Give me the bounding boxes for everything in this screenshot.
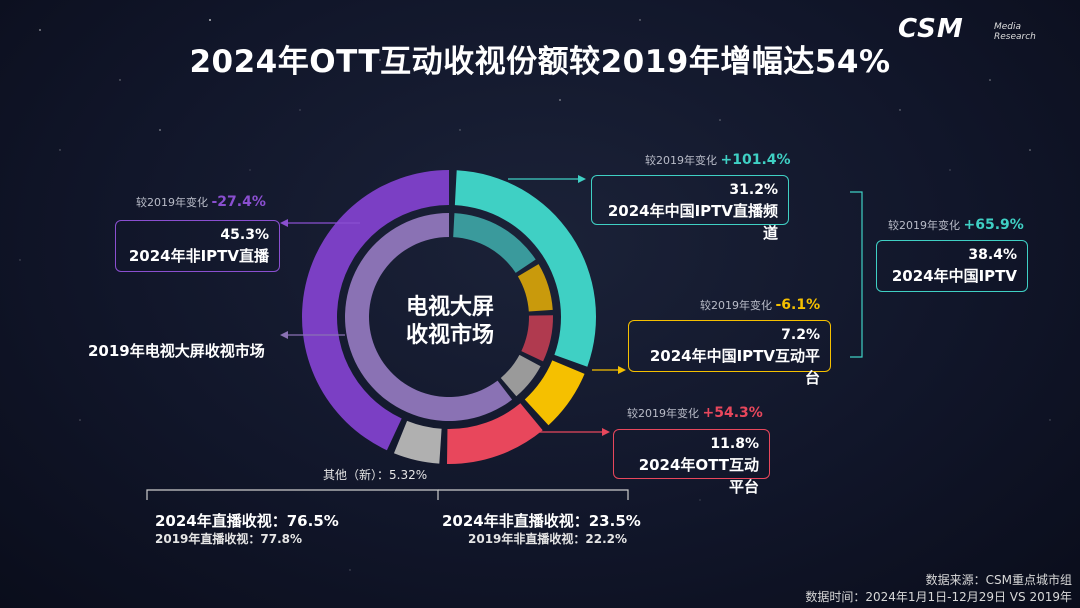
page-title: 2024年OTT互动收视份额较2019年增幅达54% <box>189 44 891 80</box>
iptv-inter-name: 2024年中国IPTV互动平台 <box>649 347 820 387</box>
inner-ring-2019 <box>345 213 554 422</box>
outer-segment-4 <box>301 170 449 451</box>
footer-source: 数据来源：CSM重点城市组 <box>925 573 1072 587</box>
label-box-ott: 11.8% 2024年OTT互动平台 <box>613 429 770 496</box>
outer-segment-1 <box>524 360 585 426</box>
connector-lines <box>146 175 863 500</box>
change-iptv-total: 较2019年变化 +65.9% <box>888 217 1024 233</box>
inner-segment-4 <box>345 213 513 422</box>
iptv-live-name: 2024年中国IPTV直播频道 <box>607 202 778 242</box>
iptv-bracket <box>850 191 863 358</box>
inner-segment-1 <box>517 264 553 312</box>
outer-ring-2024 <box>301 170 596 464</box>
change-ott-value: +54.3% <box>702 405 763 421</box>
change-non-iptv-value: -27.4% <box>211 194 266 210</box>
label-box-non-iptv: 45.3% 2024年非IPTV直播 <box>115 220 280 272</box>
change-iptv-inter-value: -6.1% <box>775 297 821 313</box>
change-iptv-live: 较2019年变化 +101.4% <box>645 152 791 168</box>
donut-center-label: 电视大屏 收视市场 <box>390 294 510 350</box>
csm-logo: CSM Media Research <box>898 14 1038 50</box>
summary-nonlive-2019: 2019年非直播收视：22.2% <box>468 532 628 546</box>
ott-name: 2024年OTT互动平台 <box>638 456 759 496</box>
logo-brand: CSM <box>898 14 964 44</box>
label-tv-market: 2019年电视大屏收视市场 <box>88 342 265 360</box>
change-iptv-total-value: +65.9% <box>963 217 1024 233</box>
inner-segment-3 <box>500 354 541 397</box>
logo-line1: Media <box>994 22 1022 32</box>
center-line2: 收视市场 <box>405 323 494 348</box>
change-iptv-live-value: +101.4% <box>720 152 791 168</box>
outer-segment-3 <box>393 420 442 464</box>
iptv-live-pct: 31.2% <box>729 182 778 198</box>
center-line1: 电视大屏 <box>405 295 494 320</box>
label-other-new: 其他（新）：5.32% <box>323 468 428 482</box>
iptv-total-pct: 38.4% <box>968 247 1017 263</box>
outer-segment-2 <box>446 403 543 464</box>
live-bracket <box>146 489 439 500</box>
summary-live-2024: 2024年直播收视：76.5% <box>155 512 339 530</box>
non-iptv-name: 2024年非IPTV直播 <box>128 247 269 265</box>
footer-period: 数据时间：2024年1月1日-12月29日 VS 2019年 <box>805 590 1072 604</box>
non-iptv-pct: 45.3% <box>220 227 269 243</box>
change-ott: 较2019年变化 +54.3% <box>627 405 763 421</box>
outer-segment-0 <box>454 170 596 367</box>
nonlive-bracket <box>438 489 629 500</box>
ott-pct: 11.8% <box>710 436 759 452</box>
iptv-inter-pct: 7.2% <box>781 327 820 343</box>
summary-live-2019: 2019年直播收视：77.8% <box>155 532 303 546</box>
logo-subtitle: Media Research <box>994 22 1036 42</box>
inner-segment-0 <box>453 213 536 273</box>
change-non-iptv: 较2019年变化 -27.4% <box>136 194 266 210</box>
iptv-total-name: 2024年中国IPTV <box>891 267 1017 285</box>
label-box-iptv-inter: 7.2% 2024年中国IPTV互动平台 <box>628 320 831 387</box>
logo-line2: Research <box>994 32 1036 42</box>
inner-segment-2 <box>521 315 554 362</box>
change-iptv-inter: 较2019年变化 -6.1% <box>700 297 821 313</box>
label-box-iptv-live: 31.2% 2024年中国IPTV直播频道 <box>591 175 789 242</box>
summary-nonlive-2024: 2024年非直播收视：23.5% <box>442 512 641 530</box>
label-box-iptv-total: 38.4% 2024年中国IPTV <box>876 240 1028 292</box>
